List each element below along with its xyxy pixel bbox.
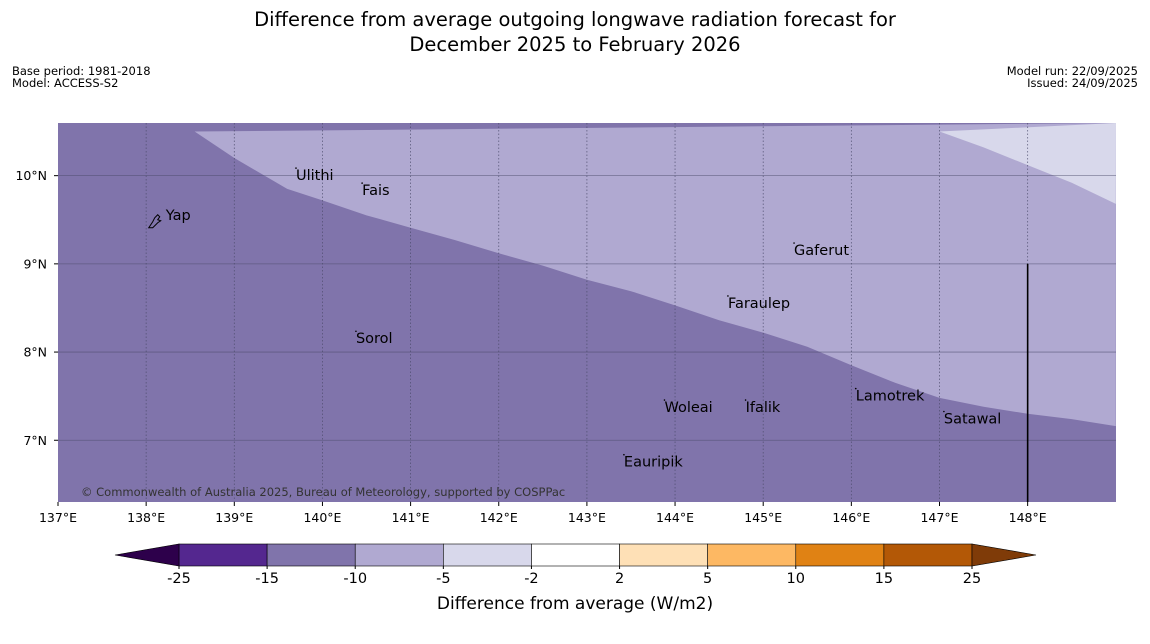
lat-tick-label: 8°N xyxy=(23,345,47,360)
model-run: Model run: 22/09/2025 xyxy=(1006,64,1138,78)
colorbar-extend-high xyxy=(971,543,1037,567)
island-dot xyxy=(943,410,945,413)
lat-tick-label: 7°N xyxy=(23,433,47,448)
chart-title: Difference from average outgoing longwav… xyxy=(0,8,1150,57)
colorbar-tick-label: -5 xyxy=(436,571,450,587)
colorbar-segment xyxy=(883,543,973,567)
island-label: Gaferut xyxy=(794,243,849,259)
lat-tick-label: 10°N xyxy=(15,168,47,183)
colorbar-segment xyxy=(531,543,620,567)
island-dot xyxy=(854,387,857,390)
colorbar-segment xyxy=(266,543,356,567)
colorbar-tick-label: -2 xyxy=(524,571,538,587)
colorbar-label: Difference from average (W/m2) xyxy=(436,594,714,614)
lon-tick-label: 142°E xyxy=(480,510,518,525)
island-label: Faraulep xyxy=(728,296,790,312)
island-label: Sorol xyxy=(356,331,393,347)
colorbar-tick-label: -10 xyxy=(343,571,367,587)
lon-tick-label: 143°E xyxy=(568,510,606,525)
colorbar-tick-label: 2 xyxy=(615,571,624,587)
colorbar-tick-label: 10 xyxy=(787,571,805,587)
lon-tick-label: 146°E xyxy=(832,510,870,525)
island-dot xyxy=(355,330,357,333)
lon-tick-label: 144°E xyxy=(656,510,694,525)
meta-right: Model run: 22/09/2025 Issued: 24/09/2025 xyxy=(1007,65,1138,89)
lon-tick-label: 147°E xyxy=(920,510,958,525)
colorbar-segment xyxy=(795,543,885,567)
colorbar-segment xyxy=(707,543,797,567)
colorbar-segment xyxy=(443,543,532,567)
lon-tick-label: 139°E xyxy=(215,510,253,525)
issued-date: Issued: 24/09/2025 xyxy=(1027,76,1138,90)
lon-tick-label: 137°E xyxy=(39,510,77,525)
region-minus10-to-minus5 xyxy=(194,123,1116,427)
colorbar-segment xyxy=(354,543,444,567)
island-label: Woleai xyxy=(664,400,712,416)
island-label: Ifalik xyxy=(746,400,781,416)
copyright-notice: © Commonwealth of Australia 2025, Bureau… xyxy=(81,485,565,499)
island-dot xyxy=(623,453,625,456)
meta-left: Base period: 1981-2018 Model: ACCESS-S2 xyxy=(12,65,151,89)
lon-tick-label: 148°E xyxy=(1009,510,1047,525)
island-label: Yap xyxy=(165,208,191,224)
island-dot xyxy=(295,167,297,169)
colorbar-segment xyxy=(178,543,268,567)
lon-tick-label: 145°E xyxy=(744,510,782,525)
island-label: Lamotrek xyxy=(856,389,925,405)
island-outline xyxy=(147,214,162,229)
island-label: Eauripik xyxy=(624,455,683,471)
colorbar-tick-label: 25 xyxy=(963,571,981,587)
island-dot xyxy=(727,295,729,297)
island-dot xyxy=(361,182,363,184)
island-dot xyxy=(793,242,795,244)
base-period: Base period: 1981-2018 xyxy=(12,64,151,78)
title-line-1: Difference from average outgoing longwav… xyxy=(254,8,896,31)
lon-tick-label: 138°E xyxy=(127,510,165,525)
island-label: Ulithi xyxy=(296,168,334,184)
lat-tick-label: 9°N xyxy=(23,256,47,271)
colorbar-extend-low xyxy=(114,543,180,567)
region-minus5-to-minus2 xyxy=(939,123,1116,204)
colorbar-segment xyxy=(619,543,708,567)
island-label: Satawal xyxy=(944,412,1001,428)
colorbar-tick-label: 15 xyxy=(875,571,893,587)
colorbar-tick-label: -15 xyxy=(255,571,279,587)
map-layer: Yap Ulithi Fais Gaferut Faraulep Sorol Woleai I… xyxy=(58,123,1116,502)
lon-tick-label: 140°E xyxy=(303,510,341,525)
model-name: Model: ACCESS-S2 xyxy=(12,76,119,90)
island-dot xyxy=(744,399,747,401)
colorbar-tick-label: -25 xyxy=(167,571,191,587)
island-dot xyxy=(663,399,666,401)
island-label: Fais xyxy=(362,183,389,199)
lon-tick-label: 141°E xyxy=(392,510,430,525)
colorbar-tick-label: 5 xyxy=(703,571,712,587)
title-line-2: December 2025 to February 2026 xyxy=(409,32,741,56)
